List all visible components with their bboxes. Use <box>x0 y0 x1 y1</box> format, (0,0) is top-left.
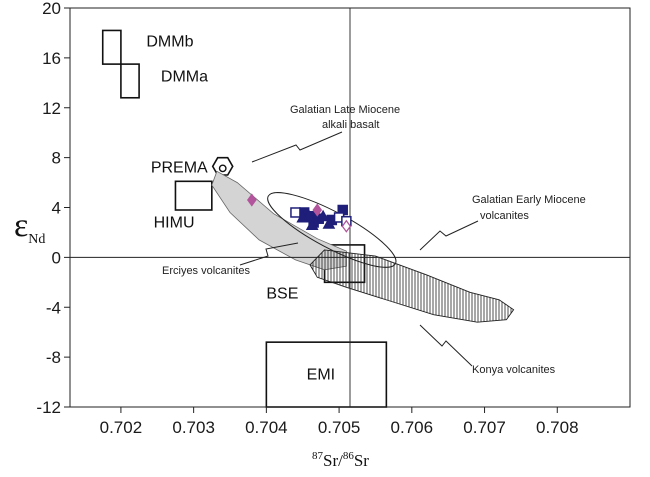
x-axis-sup1: 87 <box>312 450 324 462</box>
annotations: Galatian Late Miocene alkali basalt Gala… <box>162 104 586 376</box>
annotation-erciyes: Erciyes volcanites <box>162 265 251 277</box>
x-tick-label: 0.705 <box>318 418 361 437</box>
field-bse-label: BSE <box>266 286 298 303</box>
y-tick-label: 12 <box>42 99 61 118</box>
prema-center-marker <box>218 164 227 173</box>
y-tick-label: 8 <box>52 149 61 168</box>
konya-field <box>309 249 515 323</box>
trend-fields <box>211 170 515 323</box>
x-tick-label: 0.703 <box>172 418 215 437</box>
x-tick-label: 0.708 <box>536 418 579 437</box>
x-axis-base1: Sr/ <box>323 451 343 470</box>
data-point-filled-triangle <box>322 217 336 229</box>
field-dmmb-label: DMMb <box>146 34 193 51</box>
x-axis-title: 87Sr/86Sr <box>312 450 369 470</box>
y-tick-label: 4 <box>52 199 61 218</box>
y-axis-symbol: ε <box>14 207 28 244</box>
annotation-konya: Konya volcanites <box>472 364 556 376</box>
data-point-filled-triangle <box>305 218 319 230</box>
field-emi-box <box>265 341 388 408</box>
field-dmmb-box <box>101 29 122 65</box>
axis-ticks: 0.702 0.703 0.704 0.705 0.706 0.707 0.708 20 16 1… <box>36 0 578 437</box>
y-tick-label: 0 <box>52 248 61 267</box>
x-axis-sup2: 86 <box>343 450 355 462</box>
leader-galatian-late <box>251 131 343 163</box>
y-tick-label: 16 <box>42 49 61 68</box>
y-axis-subscript: Nd <box>28 232 45 247</box>
leader-konya <box>419 324 473 367</box>
annotation-galatian-early-1: Galatian Early Miocene <box>472 194 586 206</box>
annotation-galatian-early-2: volcanites <box>480 210 529 222</box>
x-tick-label: 0.704 <box>245 418 288 437</box>
field-emi-label: EMI <box>307 367 335 384</box>
field-himu-label: HIMU <box>154 214 195 231</box>
x-tick-label: 0.702 <box>100 418 143 437</box>
field-prema-label: PREMA <box>151 159 208 176</box>
y-tick-label: -12 <box>36 398 61 417</box>
data-point-filled-diamond <box>247 193 257 207</box>
leader-erciyes <box>239 242 299 266</box>
x-axis-base2: Sr <box>354 451 369 470</box>
y-tick-label: 20 <box>42 0 61 18</box>
y-axis-title: εNd <box>14 207 45 247</box>
data-point-open-diamond <box>341 219 352 233</box>
annotation-galatian-late-1: Galatian Late Miocene <box>290 104 400 116</box>
data-point-filled-triangle <box>316 209 330 222</box>
field-himu-box <box>174 180 213 211</box>
y-tick-label: -8 <box>46 348 61 367</box>
field-dmma-label: DMMa <box>161 69 208 86</box>
data-points <box>247 193 352 233</box>
data-point-filled-diamond <box>312 203 323 217</box>
leader-galatian-early <box>419 220 479 251</box>
data-point-open-square <box>290 207 301 218</box>
reference-lines <box>70 8 630 407</box>
x-tick-label: 0.707 <box>463 418 506 437</box>
x-tick-label: 0.706 <box>391 418 434 437</box>
data-point-filled-triangle <box>302 208 315 220</box>
compositional-fields: DMMb DMMa HIMU BSE EMI PREMA <box>101 29 388 408</box>
y-tick-label: -4 <box>46 298 61 317</box>
field-dmma-box <box>120 63 140 99</box>
axis-titles: εNd 87Sr/86Sr <box>14 207 369 470</box>
annotation-galatian-late-2: alkali basalt <box>322 119 379 131</box>
